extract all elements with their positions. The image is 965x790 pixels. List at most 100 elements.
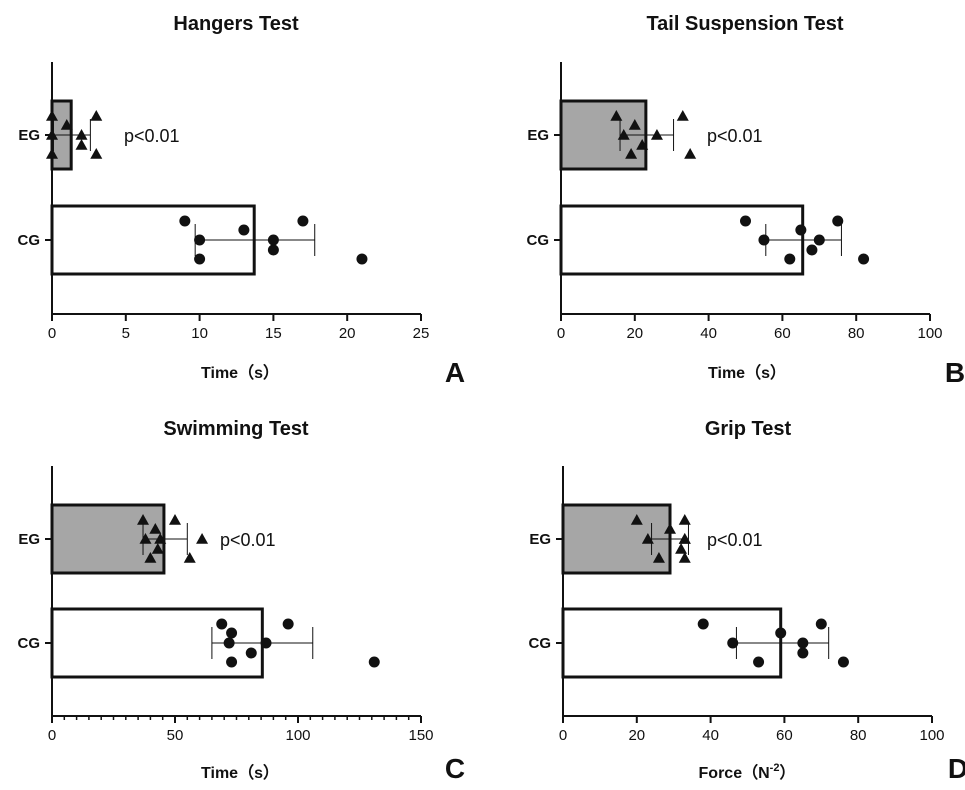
data-point-triangle [149, 523, 162, 534]
data-point-circle [282, 618, 294, 630]
data-point-circle [797, 637, 809, 649]
data-point-triangle [46, 129, 58, 140]
p-value-annotation: p<0.01 [707, 530, 763, 550]
data-point-circle [740, 215, 751, 227]
x-axis-label-end: ） [779, 764, 795, 782]
x-tick-label: 150 [408, 727, 433, 744]
data-point-triangle [636, 139, 649, 150]
x-tick-label: 80 [848, 325, 865, 342]
data-point-circle [194, 253, 206, 265]
panel-letter: A [445, 357, 465, 388]
chart-title: Hangers Test [173, 13, 299, 35]
data-point-circle [727, 637, 739, 649]
panel-letter: D [948, 753, 965, 784]
data-point-circle [297, 215, 309, 227]
chart-title: Tail Suspension Test [646, 13, 843, 35]
category-label-eg: EG [18, 127, 40, 144]
data-point-circle [858, 253, 870, 265]
x-tick-label: 20 [628, 727, 645, 744]
data-point-triangle [196, 533, 209, 544]
data-point-circle [784, 253, 796, 265]
data-point-circle [356, 253, 368, 265]
x-tick-label: 5 [122, 325, 130, 342]
x-tick-label: 100 [917, 325, 942, 342]
data-point-circle [238, 224, 250, 236]
x-tick-label: 100 [285, 727, 310, 744]
data-point-triangle [676, 110, 689, 121]
panel-letter: C [445, 753, 465, 784]
data-point-circle [194, 234, 206, 246]
chart-panel-B: Tail Suspension Test 0 20 40 60 80 100 Time（s） E… [527, 13, 965, 388]
x-tick-label: 60 [774, 325, 791, 342]
x-tick-label: 0 [557, 325, 565, 342]
data-point-circle [815, 618, 827, 630]
data-point-circle [368, 656, 380, 668]
data-point-circle [226, 627, 238, 639]
panel-letter: B [945, 357, 965, 388]
data-point-circle [223, 637, 235, 649]
data-point-circle [216, 618, 228, 630]
bar-cg [50, 204, 256, 276]
data-point-triangle [650, 129, 663, 140]
data-point-triangle [60, 119, 73, 130]
chart-panel-C: Swimming Test 0 50 100 150 Time（s） EG CG p<0.01 C [18, 418, 466, 784]
x-tick-label: 40 [700, 325, 717, 342]
data-point-circle [260, 637, 272, 649]
data-point-triangle [154, 533, 167, 544]
data-point-triangle [625, 148, 638, 159]
chart-title: Grip Test [705, 418, 792, 440]
data-point-triangle [675, 543, 688, 554]
category-label-eg: EG [529, 531, 551, 548]
x-tick-label: 0 [559, 727, 567, 744]
category-label-eg: EG [18, 531, 40, 548]
data-point-circle [797, 647, 809, 659]
data-point-circle [837, 656, 849, 668]
p-value-annotation: p<0.01 [124, 126, 180, 146]
data-point-circle [245, 647, 257, 659]
data-point-triangle [169, 514, 181, 525]
data-point-circle [697, 618, 709, 630]
data-point-triangle [617, 129, 630, 140]
data-point-triangle [90, 110, 103, 121]
data-point-triangle [652, 552, 665, 563]
data-point-triangle [678, 552, 691, 563]
x-axis-label: Time（s） [708, 364, 786, 382]
data-point-triangle [183, 552, 196, 563]
chart-panel-D: Grip Test 0 20 40 60 80 100 Force（N-2） EG CG p<0.0… [529, 418, 965, 784]
x-tick-label: 80 [850, 727, 867, 744]
data-point-circle [795, 224, 807, 236]
data-point-triangle [46, 110, 58, 121]
data-point-triangle [678, 533, 691, 544]
x-tick-label: 20 [626, 325, 643, 342]
chart-title: Swimming Test [163, 418, 309, 440]
x-tick-label: 25 [413, 325, 430, 342]
data-point-circle [813, 234, 825, 246]
data-point-triangle [75, 129, 88, 140]
data-point-triangle [610, 110, 623, 121]
data-point-circle [753, 656, 765, 668]
data-point-circle [806, 244, 818, 256]
data-point-triangle [151, 543, 164, 554]
data-point-triangle [75, 139, 88, 150]
data-point-circle [267, 234, 279, 246]
data-point-triangle [630, 514, 643, 525]
category-label-cg: CG [18, 232, 41, 249]
x-axis-label: Time（s） [201, 364, 279, 382]
data-point-triangle [641, 533, 654, 544]
x-tick-label: 100 [919, 727, 944, 744]
data-point-triangle [144, 552, 157, 563]
category-label-cg: CG [18, 635, 41, 652]
data-point-circle [267, 244, 279, 256]
data-point-circle [775, 627, 787, 639]
data-point-circle [758, 234, 770, 246]
x-axis-label-superscript: -2 [770, 762, 780, 774]
x-axis-label: Time（s） [201, 764, 279, 782]
data-point-circle [179, 215, 191, 227]
x-tick-label: 50 [167, 727, 184, 744]
x-tick-label: 40 [702, 727, 719, 744]
data-point-circle [226, 656, 238, 668]
x-tick-label: 60 [776, 727, 793, 744]
data-point-triangle [684, 148, 697, 159]
data-point-triangle [137, 514, 150, 525]
x-axis-label: Force（N-2） [699, 762, 796, 782]
